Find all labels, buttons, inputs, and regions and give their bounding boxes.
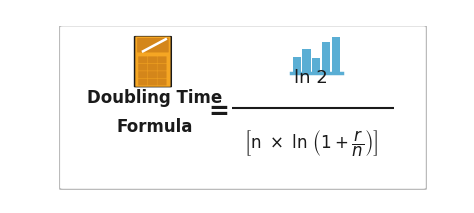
Bar bbox=[302, 49, 310, 73]
FancyBboxPatch shape bbox=[157, 56, 166, 63]
Bar bbox=[322, 42, 330, 73]
FancyBboxPatch shape bbox=[138, 64, 147, 71]
FancyBboxPatch shape bbox=[134, 36, 172, 87]
Bar bbox=[332, 37, 340, 73]
Text: ln 2: ln 2 bbox=[294, 69, 328, 87]
FancyBboxPatch shape bbox=[148, 56, 157, 63]
FancyBboxPatch shape bbox=[148, 79, 157, 85]
Text: $\left[\mathregular{n\ \times\ ln}\ \left(1 + \dfrac{r}{n}\right)\right]$: $\left[\mathregular{n\ \times\ ln}\ \lef… bbox=[244, 128, 378, 159]
FancyBboxPatch shape bbox=[148, 71, 157, 78]
FancyBboxPatch shape bbox=[59, 26, 427, 190]
Text: Formula: Formula bbox=[117, 118, 193, 136]
FancyBboxPatch shape bbox=[138, 56, 147, 63]
FancyBboxPatch shape bbox=[148, 64, 157, 71]
FancyBboxPatch shape bbox=[157, 79, 166, 85]
FancyBboxPatch shape bbox=[138, 71, 147, 78]
FancyBboxPatch shape bbox=[135, 37, 171, 87]
Bar bbox=[312, 58, 320, 73]
Bar bbox=[292, 57, 301, 73]
FancyBboxPatch shape bbox=[157, 64, 166, 71]
Text: =: = bbox=[209, 101, 229, 124]
FancyBboxPatch shape bbox=[138, 79, 147, 85]
FancyBboxPatch shape bbox=[157, 71, 166, 78]
Text: Doubling Time: Doubling Time bbox=[87, 89, 222, 107]
FancyBboxPatch shape bbox=[137, 38, 169, 52]
